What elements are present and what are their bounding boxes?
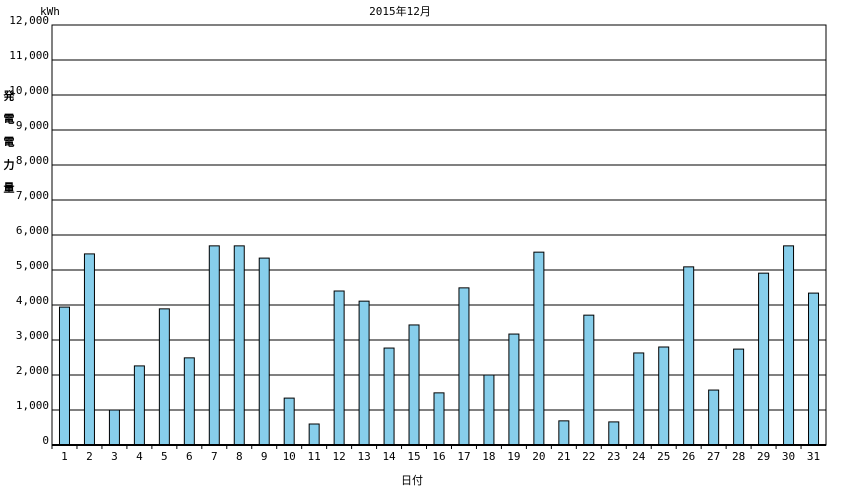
- x-tick-label: 12: [333, 450, 346, 463]
- bar: [658, 346, 670, 446]
- x-tick-label: 7: [211, 450, 218, 463]
- x-tick-label: 23: [607, 450, 620, 463]
- x-tick-label: 1: [61, 450, 68, 463]
- y-tick-label: 9,000: [16, 119, 49, 132]
- y-tick-label: 11,000: [9, 49, 49, 62]
- x-tick-label: 31: [807, 450, 820, 463]
- bar: [583, 314, 595, 446]
- y-tick-label: 3,000: [16, 329, 49, 342]
- x-tick-label: 24: [632, 450, 646, 463]
- bar: [558, 420, 570, 446]
- bar: [333, 290, 345, 446]
- y-tick-label: 5,000: [16, 259, 49, 272]
- x-tick-label: 6: [186, 450, 193, 463]
- x-tick-label: 13: [357, 450, 370, 463]
- bar: [408, 324, 420, 446]
- bar: [783, 245, 795, 446]
- x-tick-label: 26: [682, 450, 695, 463]
- bar: [283, 397, 295, 446]
- bar: [158, 308, 170, 446]
- bar: [483, 374, 495, 446]
- x-tick-label: 3: [111, 450, 118, 463]
- x-tick-label: 16: [432, 450, 445, 463]
- x-tick-label: 22: [582, 450, 595, 463]
- bar: [733, 348, 745, 446]
- x-tick-label: 29: [757, 450, 770, 463]
- x-tick-label: 8: [236, 450, 243, 463]
- x-tick-label: 27: [707, 450, 720, 463]
- x-tick-label: 18: [482, 450, 495, 463]
- chart-title: 2015年12月: [369, 4, 431, 18]
- y-tick-label: 4,000: [16, 294, 49, 307]
- x-tick-label: 11: [308, 450, 321, 463]
- bar: [58, 306, 70, 446]
- y-tick-label: 8,000: [16, 154, 49, 167]
- y-tick-label: 6,000: [16, 224, 49, 237]
- bar: [708, 389, 720, 446]
- x-tick-label: 20: [532, 450, 545, 463]
- bar: [508, 333, 520, 446]
- bar: [383, 347, 395, 446]
- bar: [83, 253, 95, 446]
- bar: [183, 357, 195, 446]
- bar: [458, 287, 470, 446]
- y-axis-label: 発電電力量: [2, 89, 16, 205]
- y-tick-label: 0: [42, 434, 49, 447]
- x-tick-label: 4: [136, 450, 143, 463]
- y-tick-label: 7,000: [16, 189, 49, 202]
- bar: [358, 300, 370, 446]
- y-tick-label: 12,000: [9, 14, 49, 27]
- bar: [108, 409, 120, 446]
- bar: [758, 272, 770, 446]
- bar: [808, 292, 820, 446]
- x-tick-label: 10: [283, 450, 296, 463]
- x-tick-label: 21: [557, 450, 570, 463]
- x-tick-label: 30: [782, 450, 795, 463]
- bar: [308, 423, 320, 446]
- y-tick-label: 2,000: [16, 364, 49, 377]
- unit-label: kWh: [40, 5, 60, 18]
- bar: [258, 257, 270, 446]
- bar: [433, 392, 445, 446]
- x-tick-label: 5: [161, 450, 168, 463]
- x-tick-label: 9: [261, 450, 268, 463]
- bar: [133, 365, 145, 446]
- bar: [608, 421, 620, 446]
- bar: [533, 251, 545, 446]
- x-tick-label: 25: [657, 450, 670, 463]
- x-axis-label: 日付: [401, 474, 423, 487]
- x-tick-label: 19: [507, 450, 520, 463]
- bar: [233, 245, 245, 446]
- x-tick-label: 17: [457, 450, 470, 463]
- x-tick-label: 15: [407, 450, 420, 463]
- y-tick-label: 1,000: [16, 399, 49, 412]
- bar: [208, 245, 220, 446]
- x-tick-label: 28: [732, 450, 745, 463]
- bar: [633, 352, 645, 446]
- y-tick-label: 10,000: [9, 84, 49, 97]
- x-tick-label: 14: [382, 450, 396, 463]
- bar: [683, 266, 695, 446]
- x-tick-label: 2: [86, 450, 93, 463]
